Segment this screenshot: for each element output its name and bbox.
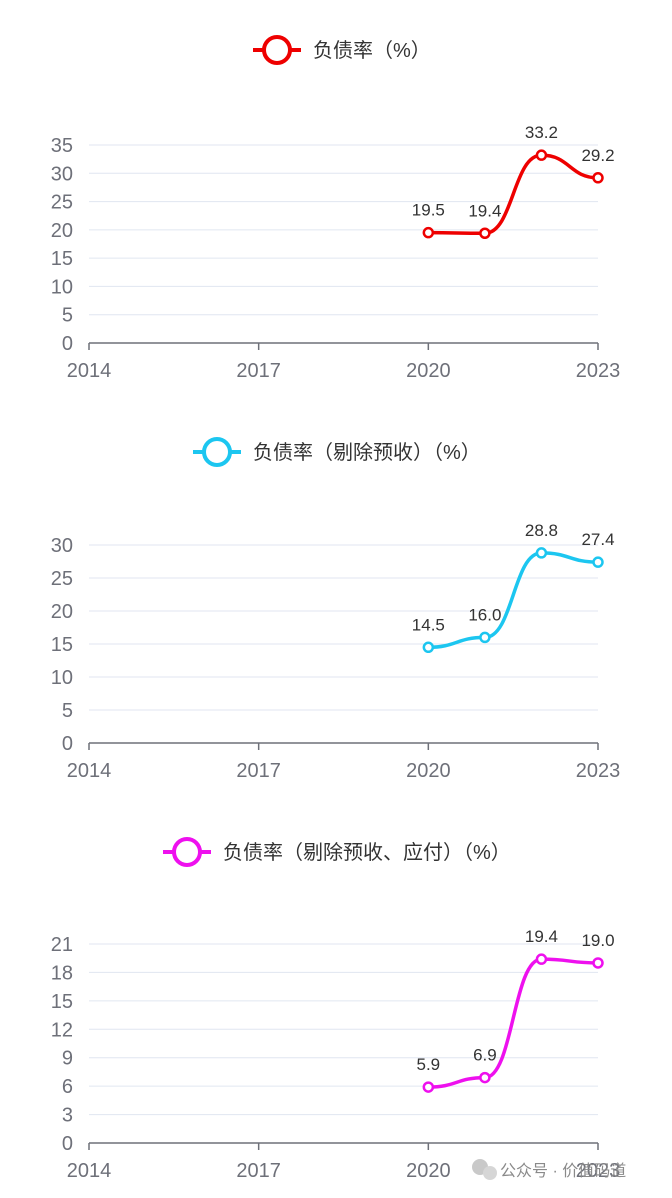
data-label: 5.9 — [417, 1055, 441, 1074]
debt-ratio-chart: 负债率（%） 0 5 10 15 20 25 30 35 2014 2017 2020 2023 19.5… — [51, 35, 621, 382]
data-label: 6.9 — [473, 1046, 497, 1065]
y-tick-label: 35 — [51, 135, 73, 157]
x-tick-label: 2023 — [576, 1160, 621, 1182]
data-label: 27.4 — [581, 530, 614, 549]
x-tick-label: 2023 — [576, 360, 621, 382]
x-tick-label: 2014 — [67, 1160, 112, 1182]
wechat-icon — [472, 1159, 497, 1180]
data-label: 19.4 — [468, 201, 501, 220]
x-tick-label: 2014 — [67, 360, 112, 382]
legend-label: 负债率（%） — [313, 39, 431, 62]
y-tick-label: 30 — [51, 535, 73, 557]
y-tick-label: 30 — [51, 163, 73, 185]
y-tick-label: 12 — [51, 1019, 73, 1041]
x-tick-label: 2020 — [406, 760, 451, 782]
legend-label: 负债率（剔除预收）（%） — [253, 441, 481, 464]
y-tick-label: 18 — [51, 962, 73, 984]
data-label: 28.8 — [525, 521, 558, 540]
data-point[interactable] — [592, 556, 604, 568]
data-label: 19.0 — [581, 931, 614, 950]
legend-label: 负债率（剔除预收、应付）（%） — [223, 841, 511, 864]
data-point[interactable] — [535, 149, 548, 161]
legend[interactable]: 负债率（剔除预收、应付）（%） — [163, 837, 511, 867]
y-tick-label: 0 — [62, 333, 73, 355]
legend-circle-icon — [262, 35, 292, 65]
x-tick-label: 2017 — [236, 1160, 281, 1182]
x-tick-label: 2017 — [236, 360, 281, 382]
series-line — [428, 957, 599, 1089]
x-tick-label: 2023 — [576, 760, 621, 782]
series-line — [428, 153, 599, 236]
data-label: 19.5 — [412, 201, 445, 220]
data-point[interactable] — [479, 227, 491, 240]
y-tick-label: 9 — [62, 1048, 73, 1070]
watermark-text: 公众号 · 价值码道 — [500, 1162, 626, 1180]
y-tick-label: 15 — [51, 248, 73, 270]
data-label: 19.4 — [525, 927, 558, 946]
data-label: 16.0 — [468, 605, 501, 624]
data-point[interactable] — [422, 1081, 435, 1093]
legend-circle-icon — [202, 437, 232, 467]
x-tick-label: 2020 — [406, 360, 451, 382]
debt-ratio-excl-advance-chart: 负债率（剔除预收）（%） 0 5 10 15 20 25 30 2014 2017 2020 2023… — [51, 437, 621, 782]
data-label: 14.5 — [412, 615, 445, 634]
y-tick-label: 25 — [51, 192, 73, 214]
data-point[interactable] — [592, 957, 604, 969]
y-tick-label: 20 — [51, 220, 73, 242]
y-tick-label: 10 — [51, 276, 73, 298]
data-point[interactable] — [479, 631, 491, 644]
data-point[interactable] — [535, 953, 548, 965]
y-tick-label: 0 — [62, 733, 73, 755]
y-tick-label: 6 — [62, 1076, 73, 1098]
y-tick-label: 5 — [62, 305, 73, 327]
data-point[interactable] — [479, 1071, 491, 1084]
x-tick-label: 2017 — [236, 760, 281, 782]
data-point[interactable] — [535, 547, 548, 559]
x-tick-label: 2014 — [67, 760, 112, 782]
legend[interactable]: 负债率（剔除预收）（%） — [193, 437, 481, 467]
y-tick-label: 0 — [62, 1133, 73, 1155]
debt-ratio-excl-advance-payable-chart: 负债率（剔除预收、应付）（%） 0 3 6 9 12 15 18 21 2014 2017 2020 2… — [51, 837, 621, 1182]
watermark: 公众号 · 价值码道 — [472, 1159, 626, 1180]
legend-circle-icon — [172, 837, 202, 867]
y-tick-label: 10 — [51, 667, 73, 689]
data-point[interactable] — [422, 641, 435, 654]
data-point[interactable] — [422, 226, 435, 239]
data-label: 33.2 — [525, 123, 558, 142]
y-tick-label: 15 — [51, 991, 73, 1013]
data-label: 29.2 — [581, 146, 614, 165]
data-point[interactable] — [592, 172, 604, 184]
y-tick-label: 21 — [51, 934, 73, 956]
series-line — [428, 551, 599, 650]
legend[interactable]: 负债率（%） — [253, 35, 431, 65]
y-tick-label: 15 — [51, 634, 73, 656]
y-tick-label: 3 — [62, 1105, 73, 1127]
y-tick-label: 25 — [51, 568, 73, 590]
x-tick-label: 2020 — [406, 1160, 451, 1182]
y-tick-label: 20 — [51, 601, 73, 623]
y-tick-label: 5 — [62, 700, 73, 722]
